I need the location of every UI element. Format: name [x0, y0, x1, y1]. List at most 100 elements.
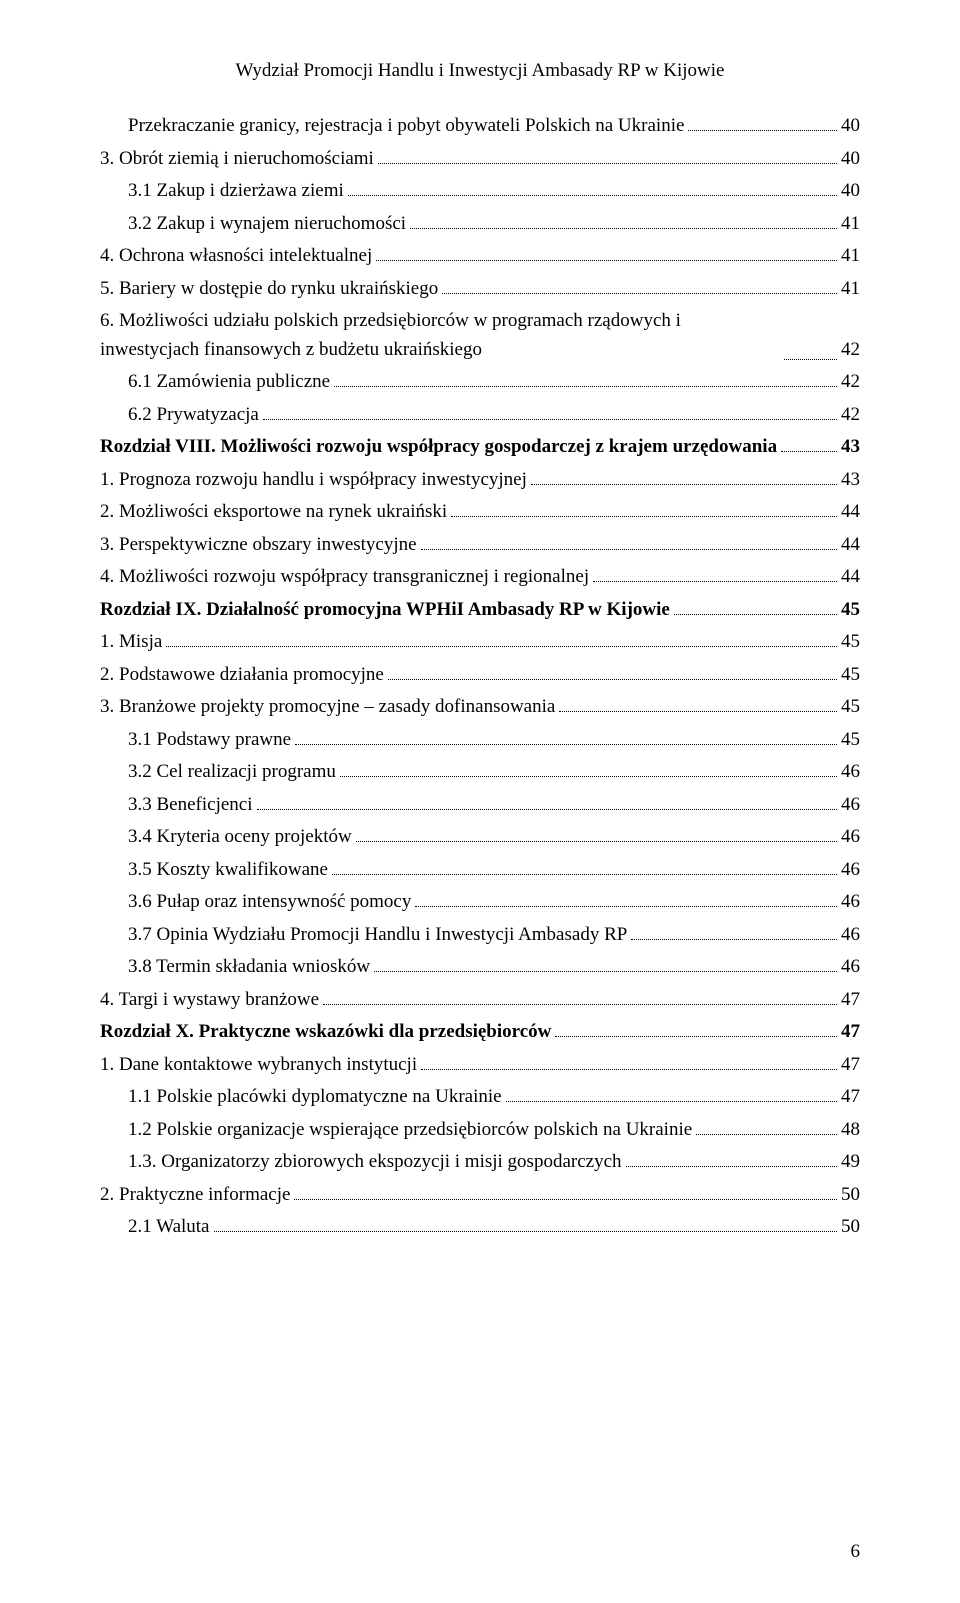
toc-entry: 3. Perspektywiczne obszary inwestycyjne 4…	[100, 531, 860, 560]
toc-page-number: 50	[841, 1213, 860, 1242]
toc-entry: 3.5 Koszty kwalifikowane 46	[100, 856, 860, 885]
toc-page-number: 47	[841, 986, 860, 1015]
toc-label: 3.2 Cel realizacji programu	[128, 758, 336, 787]
toc-page-number: 46	[841, 888, 860, 917]
toc-page-number: 46	[841, 823, 860, 852]
toc-page-number: 44	[841, 531, 860, 560]
toc-page-number: 50	[841, 1181, 860, 1210]
toc-page-number: 45	[841, 661, 860, 690]
toc-leader-dots	[451, 516, 837, 517]
toc-leader-dots	[421, 549, 837, 550]
toc-entry: 4. Ochrona własności intelektualnej 41	[100, 242, 860, 271]
toc-leader-dots	[263, 419, 837, 420]
toc-page-number: 46	[841, 856, 860, 885]
toc-leader-dots	[376, 260, 837, 261]
toc-page-number: 46	[841, 791, 860, 820]
toc-page-number: 42	[841, 368, 860, 397]
toc-leader-dots	[631, 939, 837, 940]
toc-entry: 1.1 Polskie placówki dyplomatyczne na Uk…	[100, 1083, 860, 1112]
toc-page-number: 47	[841, 1018, 860, 1047]
toc-leader-dots	[415, 906, 837, 907]
toc-entry: 3. Branżowe projekty promocyjne – zasady…	[100, 693, 860, 722]
toc-label: 5. Bariery w dostępie do rynku ukraiński…	[100, 275, 438, 304]
toc-page-number: 41	[841, 242, 860, 271]
toc-label: 3.6 Pułap oraz intensywność pomocy	[128, 888, 411, 917]
toc-leader-dots	[334, 386, 837, 387]
toc-label: 1.3. Organizatorzy zbiorowych ekspozycji…	[128, 1148, 622, 1177]
toc-page-number: 48	[841, 1116, 860, 1145]
toc-leader-dots	[257, 809, 837, 810]
toc-page-number: 46	[841, 953, 860, 982]
toc-page-number: 42	[841, 336, 860, 365]
toc-page-number: 47	[841, 1051, 860, 1080]
toc-label: 3.3 Beneficjenci	[128, 791, 253, 820]
document-page: Wydział Promocji Handlu i Inwestycji Amb…	[0, 0, 960, 1603]
toc-label: 3. Branżowe projekty promocyjne – zasady…	[100, 693, 555, 722]
toc-page-number: 45	[841, 693, 860, 722]
page-number: 6	[851, 1541, 861, 1563]
toc-page-number: 45	[841, 726, 860, 755]
toc-entry: 6.2 Prywatyzacja 42	[100, 401, 860, 430]
toc-label: 3.5 Koszty kwalifikowane	[128, 856, 328, 885]
toc-page-number: 43	[841, 466, 860, 495]
toc-leader-dots	[166, 646, 837, 647]
toc-page-number: 42	[841, 401, 860, 430]
toc-leader-dots	[506, 1101, 837, 1102]
toc-entry: 3.7 Opinia Wydziału Promocji Handlu i In…	[100, 921, 860, 950]
toc-entry: 3.6 Pułap oraz intensywność pomocy 46	[100, 888, 860, 917]
toc-entry: 1. Prognoza rozwoju handlu i współpracy …	[100, 466, 860, 495]
toc-entry: 3.3 Beneficjenci 46	[100, 791, 860, 820]
toc-entry: Rozdział IX. Działalność promocyjna WPHi…	[100, 596, 860, 625]
toc-label: 3.1 Zakup i dzierżawa ziemi	[128, 177, 344, 206]
toc-label: 4. Ochrona własności intelektualnej	[100, 242, 372, 271]
toc-entry: 1. Dane kontaktowe wybranych instytucji4…	[100, 1051, 860, 1080]
toc-page-number: 45	[841, 628, 860, 657]
toc-leader-dots	[332, 874, 837, 875]
toc-entry: 3.2 Zakup i wynajem nieruchomości41	[100, 210, 860, 239]
toc-label: 3. Perspektywiczne obszary inwestycyjne	[100, 531, 417, 560]
toc-leader-dots	[356, 841, 837, 842]
toc-label: 1. Misja	[100, 628, 162, 657]
toc-entry: 2.1 Waluta 50	[100, 1213, 860, 1242]
toc-label: 2. Praktyczne informacje	[100, 1181, 290, 1210]
toc-leader-dots	[555, 1036, 837, 1037]
toc-leader-dots	[323, 1004, 837, 1005]
toc-label: Rozdział X. Praktyczne wskazówki dla prz…	[100, 1018, 551, 1047]
toc-label: 1.2 Polskie organizacje wspierające prze…	[128, 1116, 692, 1145]
toc-entry: 3.4 Kryteria oceny projektów46	[100, 823, 860, 852]
toc-label: Przekraczanie granicy, rejestracja i pob…	[128, 112, 684, 141]
toc-page-number: 41	[841, 275, 860, 304]
toc-entry: 3.2 Cel realizacji programu46	[100, 758, 860, 787]
toc-leader-dots	[295, 744, 837, 745]
toc-label: 3. Obrót ziemią i nieruchomościami	[100, 145, 374, 174]
toc-entry: 2. Podstawowe działania promocyjne 45	[100, 661, 860, 690]
toc-label: 6.2 Prywatyzacja	[128, 401, 259, 430]
toc-entry: Rozdział VIII. Możliwości rozwoju współp…	[100, 433, 860, 462]
toc-leader-dots	[559, 711, 837, 712]
page-header: Wydział Promocji Handlu i Inwestycji Amb…	[100, 60, 860, 82]
toc-label: 1. Prognoza rozwoju handlu i współpracy …	[100, 466, 527, 495]
toc-leader-dots	[421, 1069, 837, 1070]
toc-page-number: 44	[841, 563, 860, 592]
toc-entry: 1. Misja 45	[100, 628, 860, 657]
table-of-contents: Przekraczanie granicy, rejestracja i pob…	[100, 112, 860, 1242]
toc-leader-dots	[781, 451, 837, 452]
toc-entry: 6. Możliwości udziału polskich przedsięb…	[100, 307, 860, 364]
toc-entry: Przekraczanie granicy, rejestracja i pob…	[100, 112, 860, 141]
toc-entry: 1.2 Polskie organizacje wspierające prze…	[100, 1116, 860, 1145]
toc-entry: 3. Obrót ziemią i nieruchomościami40	[100, 145, 860, 174]
toc-label: 2.1 Waluta	[128, 1213, 210, 1242]
toc-leader-dots	[442, 293, 837, 294]
toc-label: 1.1 Polskie placówki dyplomatyczne na Uk…	[128, 1083, 502, 1112]
toc-page-number: 46	[841, 921, 860, 950]
toc-label: 6. Możliwości udziału polskich przedsięb…	[100, 307, 780, 364]
toc-page-number: 44	[841, 498, 860, 527]
toc-page-number: 49	[841, 1148, 860, 1177]
toc-entry: 5. Bariery w dostępie do rynku ukraiński…	[100, 275, 860, 304]
toc-entry: 3.1 Zakup i dzierżawa ziemi40	[100, 177, 860, 206]
toc-page-number: 47	[841, 1083, 860, 1112]
toc-leader-dots	[626, 1166, 837, 1167]
toc-leader-dots	[388, 679, 837, 680]
toc-leader-dots	[214, 1231, 838, 1232]
toc-label: 2. Podstawowe działania promocyjne	[100, 661, 384, 690]
